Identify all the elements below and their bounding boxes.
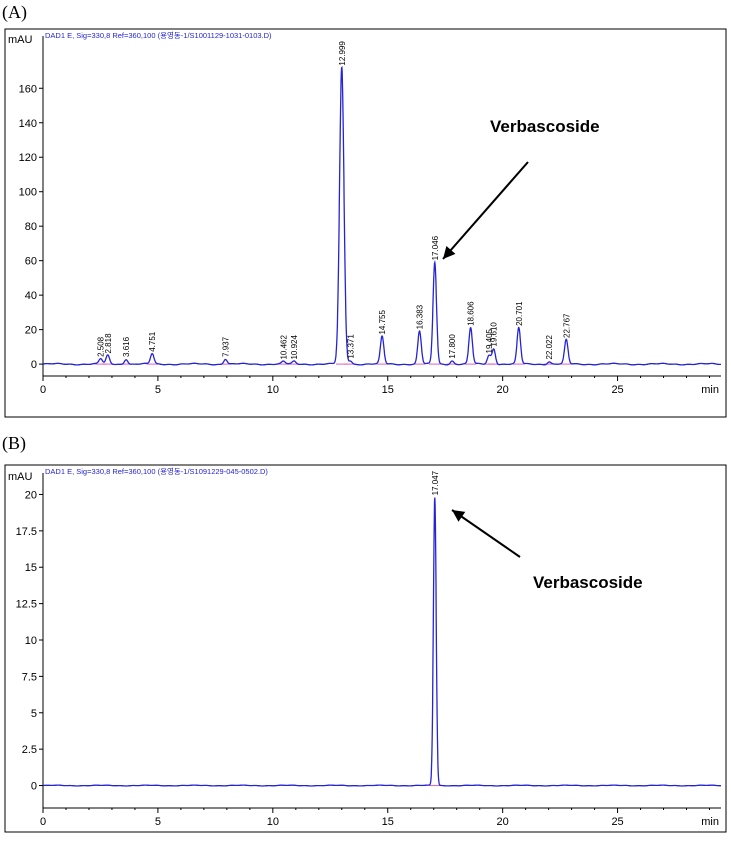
y-axis-label: mAU xyxy=(8,471,33,483)
panel-a-label: (A) xyxy=(2,2,27,22)
peak-label: 12.999 xyxy=(338,41,347,66)
peak-label: 20.701 xyxy=(515,301,524,326)
x-tick-label: 5 xyxy=(155,384,161,396)
x-tick-label: 10 xyxy=(267,816,279,828)
y-tick-label: 12.5 xyxy=(16,599,37,611)
x-tick-label: 0 xyxy=(40,816,46,828)
chart-header: DAD1 E, Sig=330,8 Ref=360,100 (용영동-1/S10… xyxy=(45,30,272,40)
chromatogram-a: DAD1 E, Sig=330,8 Ref=360,100 (용영동-1/S10… xyxy=(4,28,727,418)
peak-label: 10.462 xyxy=(279,334,288,359)
peak-label: 7.937 xyxy=(221,336,230,357)
peak-label: 22.022 xyxy=(545,334,554,359)
peak-label: 13.371 xyxy=(346,334,355,359)
peak-label: 10.924 xyxy=(290,334,299,359)
chromatogram-trace xyxy=(42,66,721,366)
peak-label: 17.800 xyxy=(448,334,457,359)
chromatogram-b: DAD1 E, Sig=330,8 Ref=360,100 (용영동-1/S10… xyxy=(4,464,727,833)
annotation-label: Verbascoside xyxy=(490,117,600,136)
plot-frame xyxy=(4,464,727,833)
y-tick-label: 140 xyxy=(19,118,37,130)
annotation-label: Verbascoside xyxy=(533,573,643,592)
y-tick-label: 100 xyxy=(19,187,37,199)
annotation-arrow xyxy=(442,161,529,260)
y-tick-label: 2.5 xyxy=(22,744,37,756)
x-tick-label: 25 xyxy=(611,816,623,828)
x-axis-label: min xyxy=(701,816,719,828)
y-tick-label: 5 xyxy=(31,708,37,720)
peak-label: 2.818 xyxy=(104,333,113,354)
x-tick-label: 15 xyxy=(382,816,394,828)
peak-label: 14.755 xyxy=(378,310,387,335)
peak-label: 17.047 xyxy=(431,470,440,495)
y-tick-label: 20 xyxy=(25,489,37,501)
y-tick-label: 0 xyxy=(31,781,37,793)
panel-b-label: (B) xyxy=(2,433,26,453)
y-tick-label: 160 xyxy=(19,83,37,95)
x-tick-label: 10 xyxy=(267,384,279,396)
x-tick-label: 5 xyxy=(155,816,161,828)
y-tick-label: 15 xyxy=(25,562,37,574)
y-tick-label: 7.5 xyxy=(22,671,37,683)
y-tick-label: 80 xyxy=(25,221,37,233)
y-tick-label: 10 xyxy=(25,635,37,647)
y-tick-label: 60 xyxy=(25,256,37,268)
y-tick-label: 17.5 xyxy=(16,526,37,538)
chart-header: DAD1 E, Sig=330,8 Ref=360,100 (용영동-1/S10… xyxy=(45,466,268,476)
y-axis-label: mAU xyxy=(8,34,33,46)
annotation-arrowhead xyxy=(452,510,466,522)
y-tick-label: 40 xyxy=(25,290,37,302)
y-tick-label: 0 xyxy=(31,359,37,371)
peak-label: 16.383 xyxy=(416,304,425,329)
peak-label: 3.616 xyxy=(122,336,131,357)
annotation-arrow xyxy=(451,509,521,558)
x-tick-label: 20 xyxy=(497,816,509,828)
peak-label: 2.508 xyxy=(97,336,106,357)
peak-label: 18.606 xyxy=(467,301,476,326)
x-tick-label: 25 xyxy=(611,384,623,396)
x-axis-label: min xyxy=(701,384,719,396)
annotation-arrowhead xyxy=(443,246,456,259)
peak-label: 19.610 xyxy=(490,322,499,347)
plot-frame xyxy=(4,28,727,418)
x-tick-label: 0 xyxy=(40,384,46,396)
y-tick-label: 20 xyxy=(25,325,37,337)
peak-label: 17.046 xyxy=(431,235,440,260)
chromatogram-trace xyxy=(43,497,721,787)
peak-label: 22.767 xyxy=(562,313,571,338)
peak-label: 4.751 xyxy=(148,331,157,352)
x-tick-label: 20 xyxy=(497,384,509,396)
x-tick-label: 15 xyxy=(382,384,394,396)
y-tick-label: 120 xyxy=(19,152,37,164)
peak-label: 19.405 xyxy=(485,328,494,353)
